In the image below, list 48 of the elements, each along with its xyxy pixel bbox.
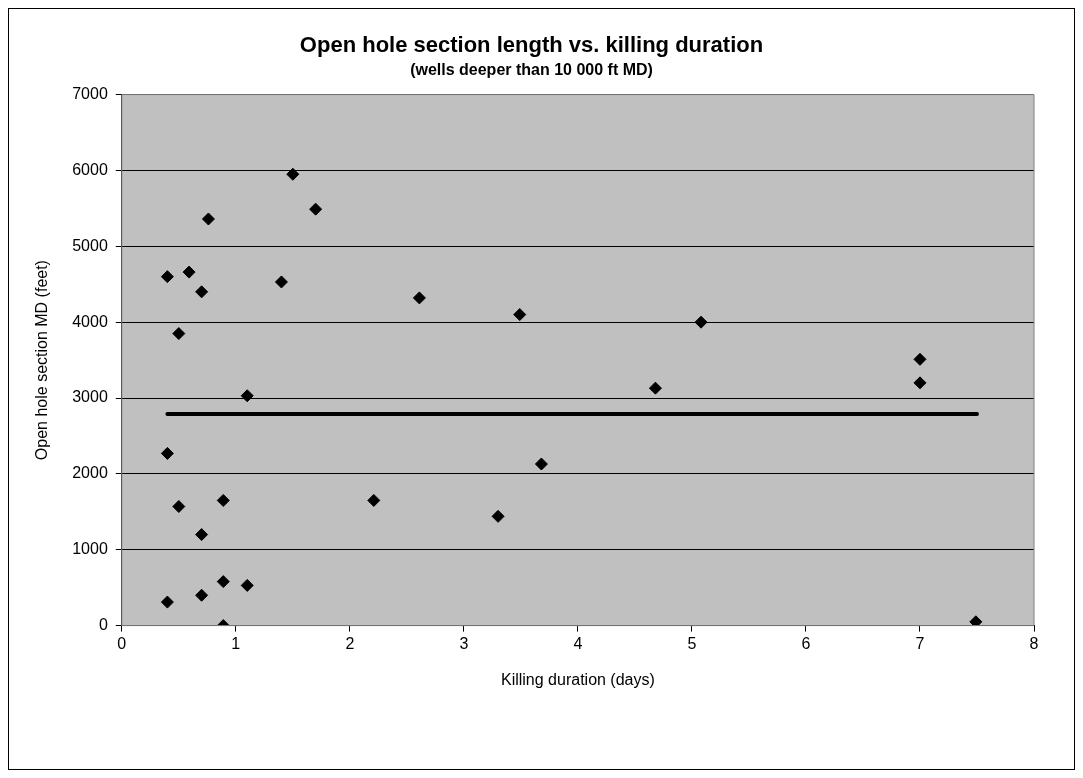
x-axis-title: Killing duration (days) [500, 670, 655, 688]
point [160, 270, 174, 284]
point [274, 275, 288, 289]
point [195, 588, 209, 602]
point [491, 509, 505, 523]
chart-title: Open hole section length vs. killing duration [299, 32, 764, 58]
x-tick-label: 8 [1029, 634, 1039, 652]
x-tick-label: 3 [459, 634, 469, 652]
y-tick-label: 0 [98, 616, 108, 634]
point [286, 167, 300, 181]
point [182, 265, 196, 279]
y-tick-label: 5000 [72, 236, 108, 254]
x-tick-label: 0 [117, 634, 127, 652]
point [534, 457, 548, 471]
point [160, 446, 174, 460]
point [648, 381, 662, 395]
chart-subtitle: (wells deeper than 10 000 ft MD) [410, 61, 653, 79]
point [216, 493, 230, 507]
x-tick-label: 5 [687, 634, 697, 652]
point [913, 352, 927, 366]
point [513, 308, 527, 322]
x-tick-label: 6 [801, 634, 811, 652]
x-tick-label: 4 [573, 634, 583, 652]
point [309, 202, 323, 216]
point [216, 575, 230, 589]
point [969, 615, 983, 626]
point [694, 315, 708, 329]
y-axis-title: Open hole section MD (feet) [33, 260, 51, 461]
y-tick-label: 4000 [72, 312, 108, 330]
y-tick-label: 7000 [72, 85, 108, 103]
point [412, 291, 426, 305]
point [240, 389, 254, 403]
point [160, 595, 174, 609]
y-tick-label: 6000 [72, 160, 108, 178]
point [913, 376, 927, 390]
point [172, 327, 186, 341]
x-tick-label: 2 [345, 634, 355, 652]
y-tick-label: 1000 [72, 540, 108, 558]
point [195, 285, 209, 299]
point [201, 212, 215, 226]
point [240, 578, 254, 592]
x-tick-label: 1 [231, 634, 241, 652]
point [195, 528, 209, 542]
y-tick-label: 2000 [72, 464, 108, 482]
y-tick-label: 3000 [72, 388, 108, 406]
point [367, 493, 381, 507]
x-tick-label: 7 [915, 634, 925, 652]
point [172, 500, 186, 513]
